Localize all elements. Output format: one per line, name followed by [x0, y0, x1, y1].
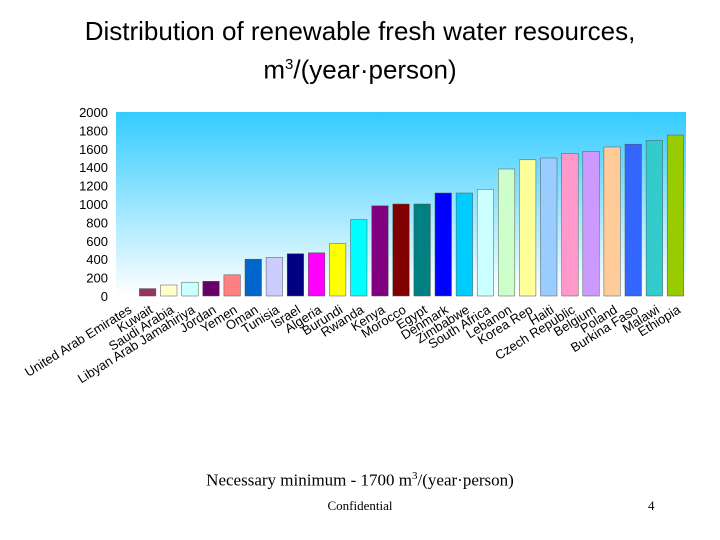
bar-yemen [223, 274, 241, 297]
note-exponent: 3 [412, 470, 418, 482]
bar-morocco [392, 203, 410, 297]
bar-ethiopia [666, 134, 684, 297]
y-axis: 0 200 400 600 800 1000 1200 1400 1600 1800 2000 [79, 105, 108, 304]
confidential-label: Confidential [327, 498, 393, 513]
necessary-minimum-note: Necessary minimum - 1700 m3/(year·person… [0, 470, 720, 491]
bar-kuwait [139, 288, 157, 297]
y-tick-label: 600 [86, 234, 108, 249]
y-tick-label: 200 [86, 271, 108, 286]
bar-libyan-arab-jamahiriya [181, 281, 199, 297]
title-unit-exponent: 3 [285, 56, 294, 73]
bar-chart: 0 200 400 600 800 1000 1200 1400 1600 1800 2000 Un… [22, 105, 686, 386]
bar-zimbabwe [455, 192, 473, 297]
bar-korea-rep [519, 159, 537, 297]
bar-rwanda [350, 219, 368, 297]
y-tick-label: 400 [86, 252, 108, 267]
bar-saudi-arabia [160, 284, 178, 297]
bar-poland [603, 146, 621, 297]
bar-malawi [645, 140, 663, 297]
bar-czech-republic [561, 153, 579, 297]
title-unit-base: m [263, 54, 286, 85]
bar-kenya [371, 205, 389, 297]
y-tick-label: 1400 [79, 160, 108, 175]
note-text: Necessary minimum - 1700 m [206, 470, 413, 490]
y-tick-label: 2000 [79, 105, 108, 120]
bar-israel [286, 253, 304, 297]
chart-title-line1: Distribution of renewable fresh water re… [84, 16, 636, 46]
bar-jordan [202, 281, 220, 297]
chart-title-line2: m3/(year·person) [0, 48, 720, 87]
bar-haiti [540, 157, 558, 297]
bar-burkina-faso [624, 143, 642, 297]
title-unit-rest: /(year·person) [293, 54, 457, 85]
chart-title: Distribution of renewable fresh water re… [0, 14, 720, 87]
note-unit: /(year·person) [417, 470, 514, 490]
y-tick-label: 1800 [79, 123, 108, 138]
y-tick-label: 1000 [79, 197, 108, 212]
bar-south-africa [476, 189, 494, 297]
bar-tunisia [265, 257, 283, 297]
bar-algeria [308, 252, 326, 297]
y-tick-label: 0 [101, 289, 108, 304]
bar-oman [244, 258, 262, 297]
bar-denmark [434, 192, 452, 297]
bar-belgium [582, 151, 600, 297]
bar-egypt [413, 203, 431, 297]
page-number: 4 [648, 498, 655, 513]
bar-series [139, 134, 684, 297]
y-tick-label: 800 [86, 215, 108, 230]
bar-lebanon [498, 168, 516, 297]
y-tick-label: 1200 [79, 179, 108, 194]
bar-burundi [329, 243, 347, 297]
y-tick-label: 1600 [79, 142, 108, 157]
